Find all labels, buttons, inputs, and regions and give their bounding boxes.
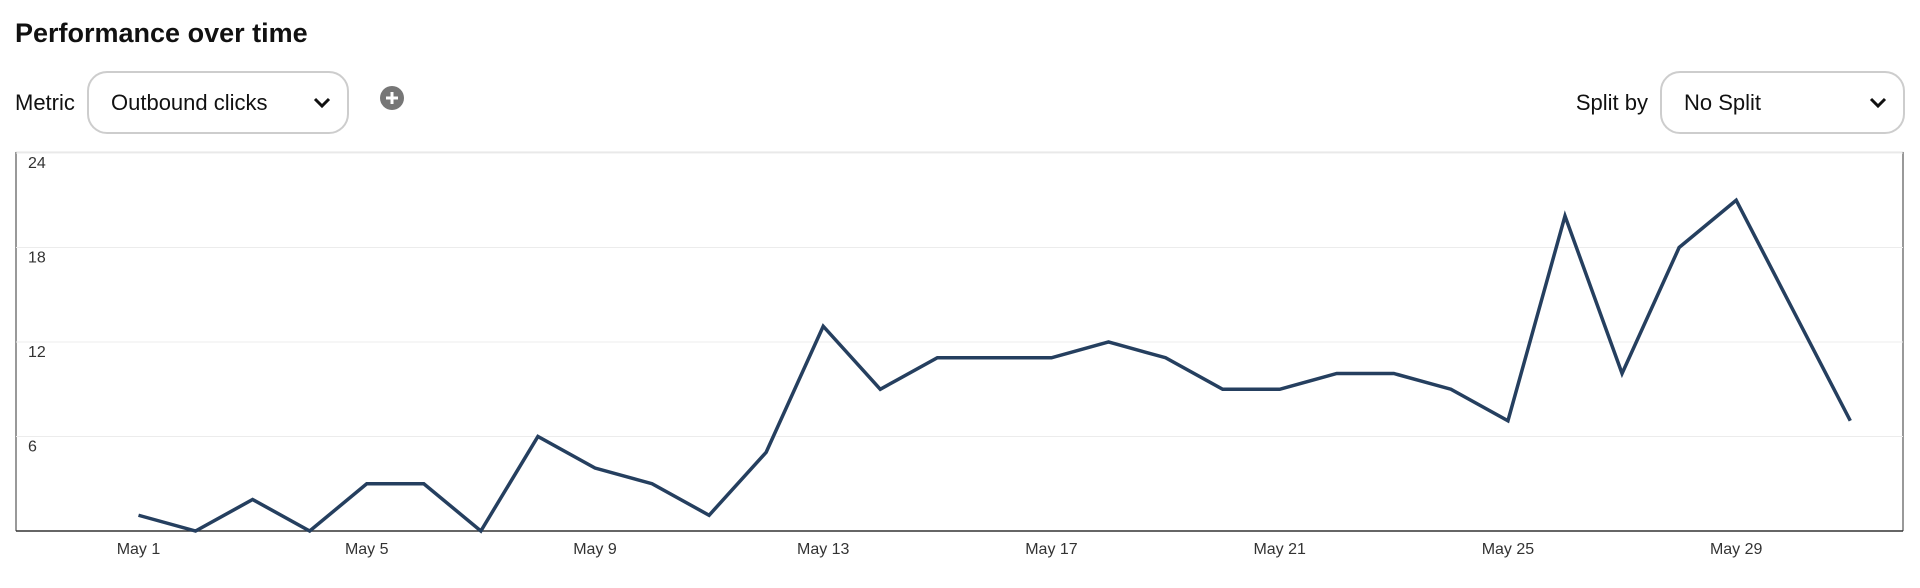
y-tick-label: 18	[28, 250, 46, 267]
metric-value: Outbound clicks	[111, 89, 268, 115]
line-series	[138, 197, 1852, 534]
x-tick-label: May 29	[1710, 541, 1763, 558]
x-tick-label: May 25	[1482, 541, 1535, 558]
chevron	[1869, 97, 1887, 109]
metric-dropdown[interactable]: Outbound clicks	[87, 71, 349, 134]
x-tick-label: May 1	[117, 541, 161, 558]
y-tick-label: 12	[28, 344, 46, 361]
split-dropdown[interactable]: No Split	[1660, 71, 1905, 134]
chevron	[313, 97, 331, 109]
y-tick-label: 6	[28, 439, 37, 456]
title: Performance over time	[15, 18, 308, 48]
add-metric-button[interactable]	[378, 84, 406, 112]
x-tick-label: May 5	[345, 541, 389, 558]
x-tick-label: May 17	[1025, 541, 1078, 558]
x-tick-label: May 13	[797, 541, 850, 558]
split-value: No Split	[1684, 89, 1762, 115]
split-label: Split by	[1575, 90, 1648, 115]
y-tick-label: 24	[28, 155, 46, 172]
x-tick-label: May 21	[1253, 541, 1306, 558]
x-tick-label: May 9	[573, 541, 617, 558]
metric-label: Metric	[15, 90, 75, 115]
